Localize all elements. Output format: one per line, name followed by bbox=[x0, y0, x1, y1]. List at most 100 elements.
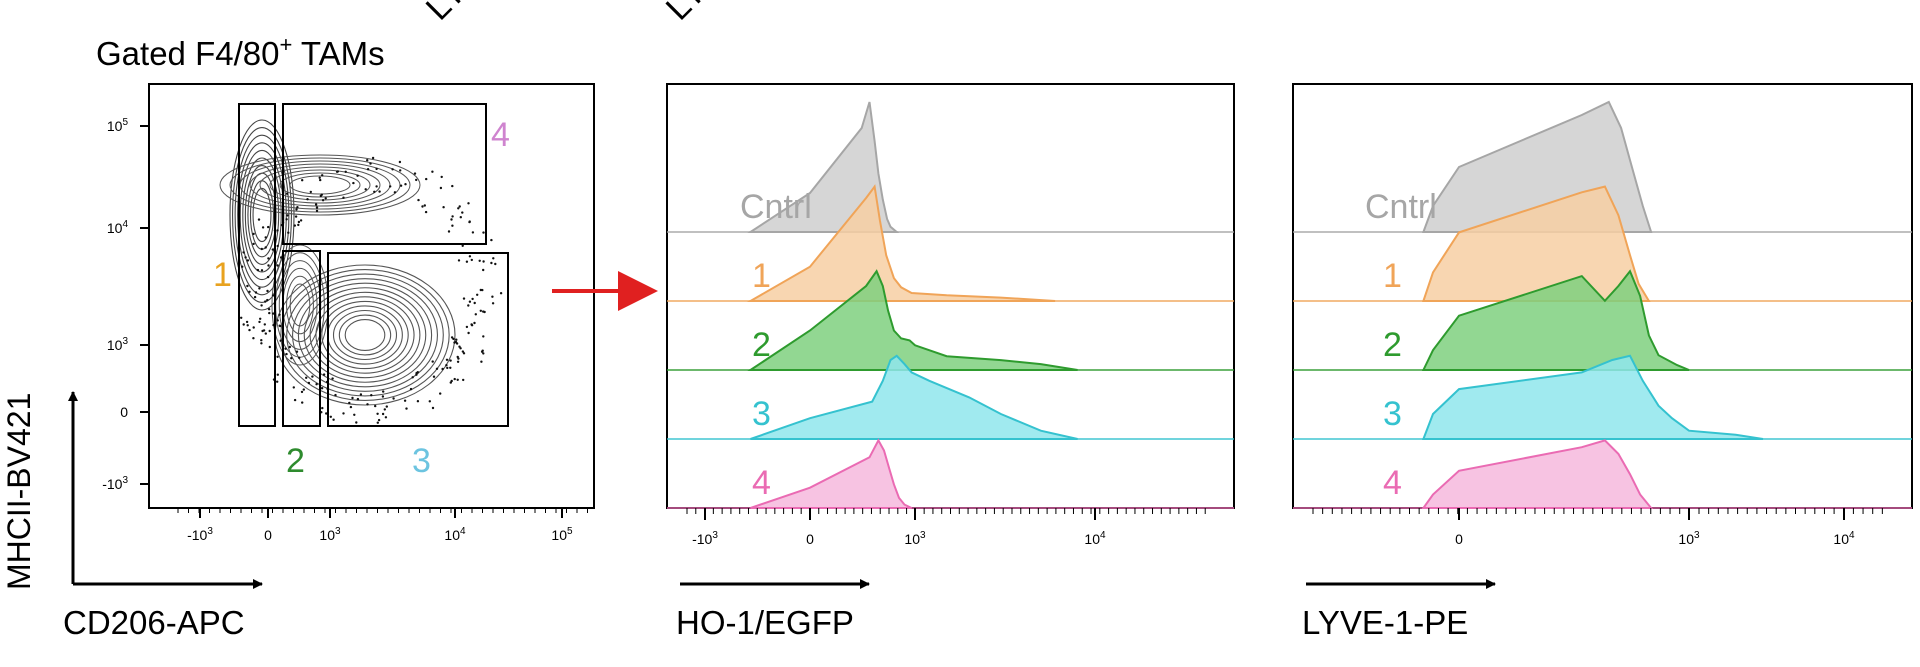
contour-line bbox=[237, 142, 287, 288]
contour-dot bbox=[276, 373, 279, 376]
contour-dot bbox=[246, 284, 249, 288]
contour-dot bbox=[409, 387, 413, 391]
contour-x-tick-label: 105 bbox=[551, 526, 573, 543]
series-label: Cntrl bbox=[1365, 188, 1437, 226]
contour-dot bbox=[490, 238, 493, 242]
contour-dot bbox=[276, 319, 279, 322]
contour-dot bbox=[351, 396, 354, 400]
contour-dot bbox=[276, 244, 279, 248]
contour-dot bbox=[285, 352, 288, 356]
gate-4-box bbox=[282, 103, 487, 245]
contour-dot bbox=[382, 390, 385, 393]
contour-dot bbox=[455, 342, 459, 345]
contour-dot bbox=[471, 297, 474, 301]
contour-dot bbox=[324, 197, 327, 200]
gate-4-label: 4 bbox=[491, 116, 510, 154]
contour-line bbox=[315, 296, 415, 374]
contour-dot bbox=[457, 357, 460, 360]
contour-line bbox=[321, 300, 409, 370]
contour-dot bbox=[482, 268, 485, 272]
contour-dot bbox=[373, 190, 376, 193]
gate-3-label: 3 bbox=[412, 442, 431, 480]
contour-dot bbox=[468, 255, 472, 258]
contour-dot bbox=[359, 393, 363, 396]
contour-dot bbox=[481, 349, 484, 352]
series-Cntrl-group: Cntrl bbox=[667, 101, 1234, 233]
contour-dot bbox=[413, 172, 417, 175]
contour-dot bbox=[240, 316, 243, 319]
contour-line bbox=[244, 165, 280, 265]
contour-dot bbox=[458, 205, 461, 208]
series-label: 1 bbox=[1383, 257, 1402, 295]
contour-dot bbox=[321, 199, 325, 202]
series-label: 3 bbox=[1383, 395, 1402, 433]
contour-dot bbox=[296, 206, 299, 209]
contour-dot bbox=[403, 399, 407, 402]
contour-y-label: MHCII-BV421 bbox=[1, 393, 37, 590]
contour-dot bbox=[425, 177, 428, 181]
series-area bbox=[750, 354, 1078, 440]
contour-dot bbox=[258, 320, 261, 324]
hist-x-tick-label: -103 bbox=[692, 530, 718, 547]
contour-dot bbox=[348, 401, 351, 405]
contour-dot bbox=[263, 323, 266, 326]
contour-line bbox=[289, 175, 351, 195]
hist-x-axis: -103 0 103 104 bbox=[686, 508, 1206, 547]
contour-dot bbox=[284, 347, 287, 350]
series-1-group: 1 bbox=[667, 184, 1234, 302]
contour-dot bbox=[404, 183, 407, 186]
contour-line bbox=[242, 157, 282, 273]
contour-dot bbox=[315, 206, 319, 209]
contour-dot bbox=[259, 317, 262, 320]
contour-dot bbox=[322, 373, 326, 376]
contour-dot bbox=[459, 216, 462, 219]
contour-dot bbox=[479, 288, 482, 292]
contour-x-tick-label: -103 bbox=[187, 526, 213, 543]
contour-dot bbox=[257, 218, 261, 221]
contour-dot bbox=[272, 312, 275, 315]
contour-dot bbox=[428, 400, 431, 403]
contour-dot bbox=[389, 185, 392, 188]
contour-y-tick-label: -103 bbox=[102, 475, 128, 492]
contour-dot bbox=[449, 366, 452, 369]
contour-dot bbox=[264, 300, 267, 303]
contour-line bbox=[229, 157, 411, 213]
contour-dot bbox=[375, 167, 378, 171]
contour-dot bbox=[424, 210, 428, 214]
contour-dot bbox=[456, 360, 460, 363]
contour-line bbox=[280, 268, 450, 401]
contour-dot bbox=[456, 378, 459, 381]
contour-dot bbox=[366, 168, 370, 171]
contour-dot bbox=[398, 160, 402, 164]
contour-dot bbox=[278, 324, 281, 327]
contour-dot bbox=[452, 337, 455, 341]
contour-dot bbox=[375, 185, 378, 188]
contour-dot bbox=[261, 226, 265, 229]
contour-dot bbox=[462, 297, 466, 300]
contour-dot bbox=[378, 190, 381, 193]
contour-dot bbox=[415, 178, 418, 182]
contour-dot bbox=[320, 387, 324, 390]
contour-dot bbox=[278, 313, 281, 316]
contour-dot bbox=[254, 291, 258, 294]
series-4-group: 4 bbox=[1293, 439, 1912, 509]
red-arrow bbox=[552, 271, 658, 311]
contour-dot bbox=[411, 376, 414, 379]
contour-dot bbox=[465, 325, 469, 329]
contour-dot bbox=[349, 405, 353, 409]
contour-density-lines bbox=[219, 119, 456, 406]
series-3-group: 3 bbox=[667, 354, 1234, 440]
contour-dot bbox=[473, 321, 476, 325]
contour-dot bbox=[471, 231, 475, 234]
contour-dot bbox=[285, 218, 288, 221]
contour-dot bbox=[450, 379, 453, 383]
series-2-group: 2 bbox=[667, 269, 1234, 371]
contour-line bbox=[249, 163, 391, 207]
contour-dot bbox=[344, 170, 347, 173]
contour-dot bbox=[258, 287, 261, 290]
contour-dot bbox=[474, 313, 477, 316]
contour-dot bbox=[242, 251, 245, 254]
contour-dot bbox=[468, 300, 472, 303]
contour-dot bbox=[264, 236, 267, 239]
contour-line bbox=[286, 275, 314, 335]
